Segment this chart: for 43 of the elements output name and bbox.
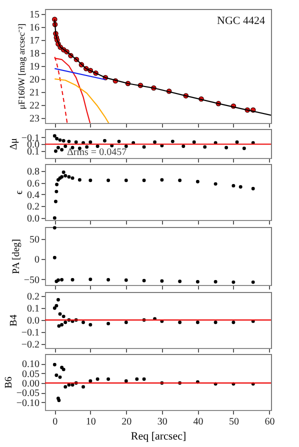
y-tick-label: 23 (30, 113, 40, 124)
y-tick-label: −50 (24, 274, 40, 286)
y-tick-label: 0.2 (27, 292, 40, 303)
y-tick-label: 16 (30, 22, 40, 34)
x-tick-label: 50 (228, 416, 239, 428)
y-tick-label: 50 (30, 234, 40, 246)
annotation: Δrms = 0.0457 (67, 147, 127, 158)
y-tick-label: 17 (30, 36, 40, 47)
y-tick-label: −0.1 (21, 327, 40, 338)
y-tick-label: 22 (30, 100, 40, 112)
y-tick-label: 18 (30, 48, 40, 60)
y-axis-title: PA [deg] (10, 239, 22, 274)
x-tick-label: 30 (157, 416, 168, 428)
annotation: NGC 4424 (217, 15, 266, 27)
y-tick-label: 0.05 (22, 368, 40, 380)
y-tick-label: 0 (34, 254, 40, 266)
y-tick-label: 20 (30, 74, 40, 86)
y-tick-label: 0.2 (27, 202, 40, 213)
y-tick-label: 21 (30, 87, 40, 98)
y-axis-title: ϵ (14, 190, 25, 195)
y-axis-title: μF160W [mag arcsec⁻²] (16, 24, 26, 110)
x-tick-label: 40 (193, 416, 204, 428)
x-axis-title: Req [arcsec] (130, 430, 186, 442)
y-tick-label: −0.05 (16, 388, 40, 400)
y-tick-label: 0.0 (27, 213, 40, 224)
y-tick-label: −0.2 (21, 339, 40, 350)
y-tick-label: −0.10 (16, 398, 40, 409)
y-tick-label: 0.00 (22, 378, 40, 390)
y-axis-title: B4 (8, 314, 20, 326)
x-tick-label: 20 (122, 416, 132, 428)
y-tick-label: 0.0 (27, 316, 40, 326)
x-tick-label: 0 (52, 416, 58, 428)
y-axis-title: Δμ (8, 138, 20, 150)
y-tick-label: 0.8 (27, 166, 40, 178)
y-axis-title: B6 (3, 376, 14, 388)
y-tick-label: 0.1 (27, 304, 40, 315)
y-tick-label: 15 (30, 10, 40, 21)
y-tick-label: 0.10 (22, 359, 40, 370)
x-tick-label: 10 (86, 416, 96, 428)
y-tick-label: 0.6 (27, 178, 40, 190)
y-tick-label: 0.4 (27, 190, 40, 201)
x-tick-label: 60 (264, 416, 275, 428)
y-tick-label: 19 (30, 62, 40, 72)
